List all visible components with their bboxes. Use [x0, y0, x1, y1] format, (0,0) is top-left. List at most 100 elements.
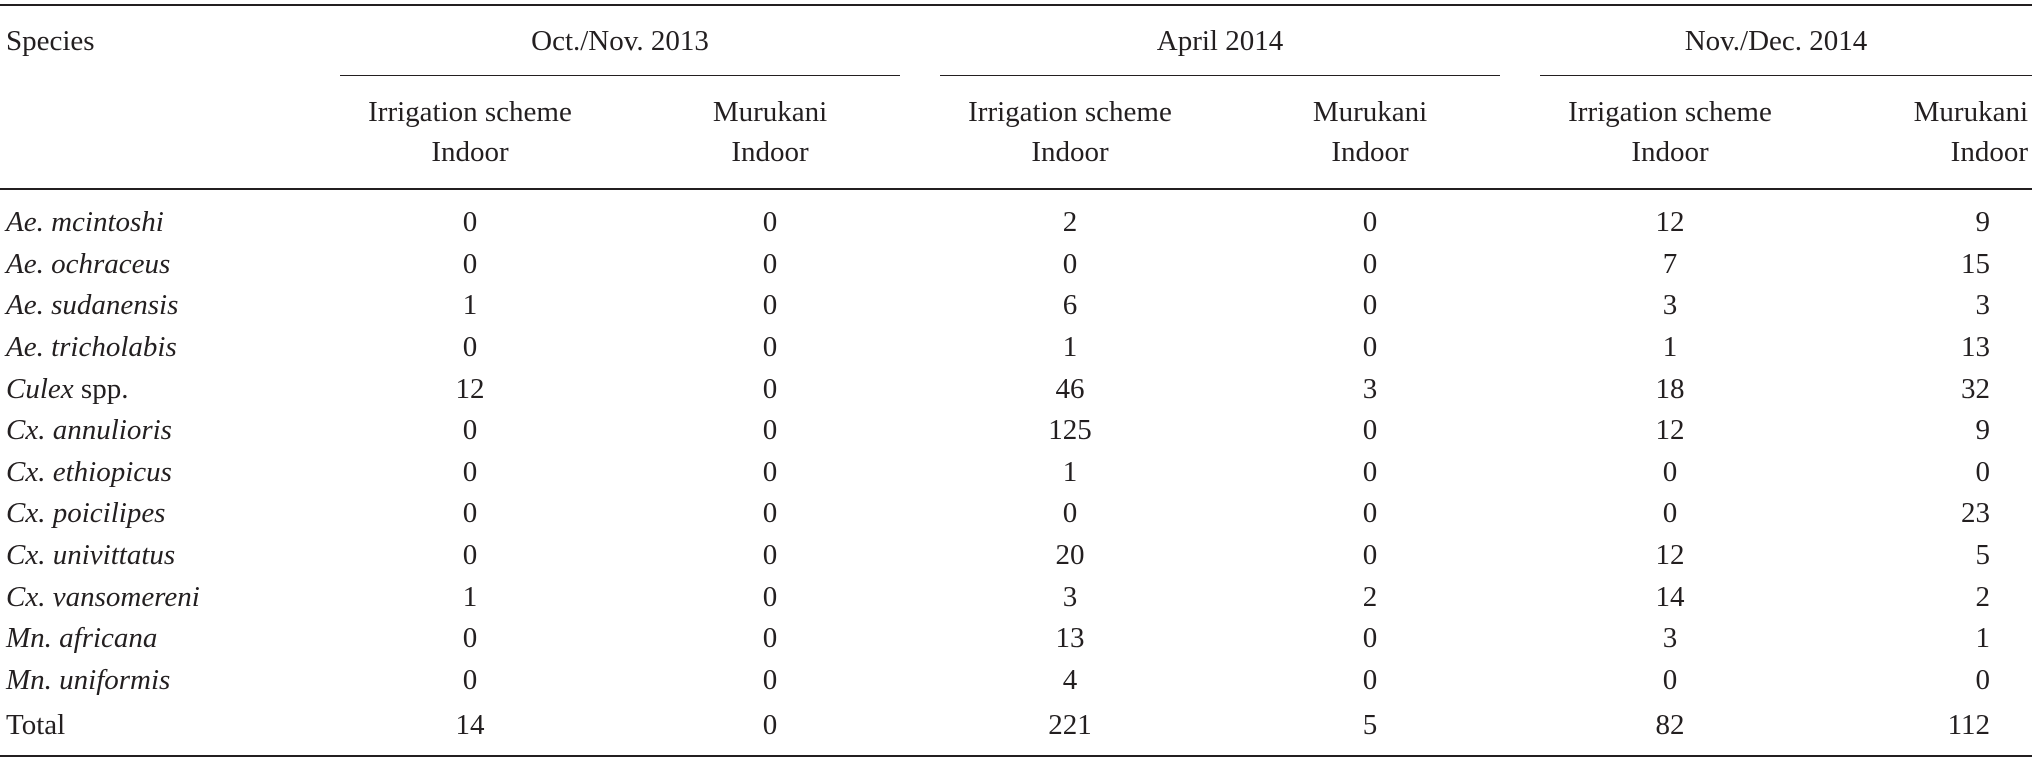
total-row: Total 14 0 221 5 82 112	[0, 701, 2032, 758]
count-cell: 0	[762, 539, 778, 572]
subheader-line2: Indoor	[1950, 136, 2028, 168]
subheader-irrigation-indoor: Irrigation scheme Indoor	[1520, 76, 1820, 190]
count-cell: 3	[1062, 580, 1078, 613]
count-cell: 13	[1961, 331, 1990, 364]
count-cell: 0	[762, 497, 778, 530]
species-name-cell: Cx. annulioris	[0, 410, 320, 452]
table-row: Mn. africana 0 0 13 0 3 1	[0, 618, 2032, 660]
subheader-line1: Murukani	[712, 96, 828, 128]
subheader-irrigation-indoor: Irrigation scheme Indoor	[320, 76, 620, 190]
count-cell: 0	[462, 414, 478, 447]
group-header-label: April 2014	[1156, 24, 1284, 57]
count-cell: 0	[462, 622, 478, 655]
count-cell: 4	[1062, 663, 1078, 696]
total-cell: 5	[1220, 701, 1520, 758]
count-cell: 7	[1662, 247, 1678, 280]
species-name-cell: Ae. ochraceus	[0, 244, 320, 286]
count-cell: 0	[1362, 206, 1378, 239]
total-label: Total	[0, 701, 320, 758]
subheader-line1: Murukani	[1312, 96, 1428, 128]
count-cell: 0	[1362, 455, 1378, 488]
count-cell: 0	[1362, 622, 1378, 655]
count-cell: 3	[1662, 289, 1678, 322]
table-row: Ae. tricholabis 0 0 1 0 1 13	[0, 327, 2032, 369]
count-cell: 0	[762, 247, 778, 280]
species-name-cell: Ae. sudanensis	[0, 285, 320, 327]
count-cell: 0	[762, 414, 778, 447]
species-name-cell: Cx. vansomereni	[0, 576, 320, 618]
subheader-line1: Irrigation scheme	[368, 96, 572, 128]
species-name-italic: Cx. univittatus	[6, 539, 176, 572]
group-underline	[1540, 75, 2032, 76]
subheader-line1: Irrigation scheme	[1568, 96, 1772, 128]
subheader-murukani-indoor: Murukani Indoor	[1820, 76, 2032, 190]
count-cell: 0	[1362, 331, 1378, 364]
table-row: Ae. sudanensis 1 0 6 0 3 3	[0, 285, 2032, 327]
total-cell: 221	[920, 701, 1220, 758]
table-row: Cx. univittatus 0 0 20 0 12 5	[0, 535, 2032, 577]
count-cell: 46	[1055, 372, 1085, 405]
count-cell: 2	[1362, 580, 1378, 613]
subheader-murukani-indoor: Murukani Indoor	[1220, 76, 1520, 190]
count-cell: 32	[1961, 372, 1990, 405]
count-cell: 3	[1362, 372, 1378, 405]
table-row: Cx. ethiopicus 0 0 1 0 0 0	[0, 452, 2032, 494]
subheader-line2: Indoor	[431, 136, 509, 168]
table-header: Species Oct./Nov. 2013 April 2014 Nov./D…	[0, 4, 2032, 190]
count-cell: 12	[1655, 206, 1685, 239]
count-cell: 0	[1662, 455, 1678, 488]
count-cell: 12	[455, 372, 485, 405]
count-cell: 2	[1062, 206, 1078, 239]
species-count-table: Species Oct./Nov. 2013 April 2014 Nov./D…	[0, 4, 2032, 758]
total-cell: 14	[320, 701, 620, 758]
count-cell: 0	[1362, 663, 1378, 696]
count-cell: 1	[1062, 455, 1078, 488]
subheader-line1: Murukani	[1913, 96, 2028, 128]
total-cell: 112	[1820, 701, 2032, 758]
count-cell: 1	[1975, 622, 1991, 655]
count-cell: 0	[1975, 663, 1991, 696]
count-cell: 0	[462, 497, 478, 530]
count-cell: 23	[1961, 497, 1990, 530]
species-name-cell: Culex spp.	[0, 368, 320, 410]
count-cell: 13	[1055, 622, 1085, 655]
count-cell: 0	[1362, 497, 1378, 530]
subheader-line1: Irrigation scheme	[968, 96, 1172, 128]
count-cell: 1	[462, 289, 478, 322]
species-name-italic: Cx. annulioris	[6, 414, 172, 447]
count-cell: 0	[762, 580, 778, 613]
count-cell: 9	[1975, 414, 1991, 447]
table-row: Cx. poicilipes 0 0 0 0 0 23	[0, 493, 2032, 535]
species-name-cell: Ae. tricholabis	[0, 327, 320, 369]
count-cell: 0	[1062, 247, 1078, 280]
species-column-header: Species	[0, 4, 320, 76]
count-cell: 0	[1062, 497, 1078, 530]
species-name-cell: Ae. mcintoshi	[0, 189, 320, 244]
count-cell: 9	[1975, 206, 1991, 239]
count-cell: 18	[1655, 372, 1685, 405]
species-name-italic: Ae. ochraceus	[6, 247, 171, 280]
species-name-cell: Cx. univittatus	[0, 535, 320, 577]
count-cell: 0	[762, 289, 778, 322]
subheader-line2: Indoor	[1631, 136, 1709, 168]
table-row: Ae. ochraceus 0 0 0 0 7 15	[0, 244, 2032, 286]
count-cell: 6	[1062, 289, 1078, 322]
group-header-nov-dec-2014: Nov./Dec. 2014	[1520, 4, 2032, 76]
count-cell: 1	[462, 580, 478, 613]
count-cell: 1	[1062, 331, 1078, 364]
group-underline	[340, 75, 900, 76]
count-cell: 0	[762, 622, 778, 655]
subheader-line2: Indoor	[731, 136, 809, 168]
table-body: Ae. mcintoshi 0 0 2 0 12 9 Ae. ochraceus 0 0 0 0 7 15…	[0, 189, 2032, 758]
group-header-row: Species Oct./Nov. 2013 April 2014 Nov./D…	[0, 4, 2032, 76]
count-cell: 0	[462, 663, 478, 696]
count-cell: 14	[1655, 580, 1685, 613]
species-name-italic: Mn. africana	[6, 622, 158, 655]
count-cell: 0	[462, 539, 478, 572]
count-cell: 0	[762, 663, 778, 696]
count-cell: 1	[1662, 331, 1678, 364]
subheader-line2: Indoor	[1331, 136, 1409, 168]
group-header-label: Nov./Dec. 2014	[1684, 24, 1868, 57]
group-underline	[940, 75, 1500, 76]
